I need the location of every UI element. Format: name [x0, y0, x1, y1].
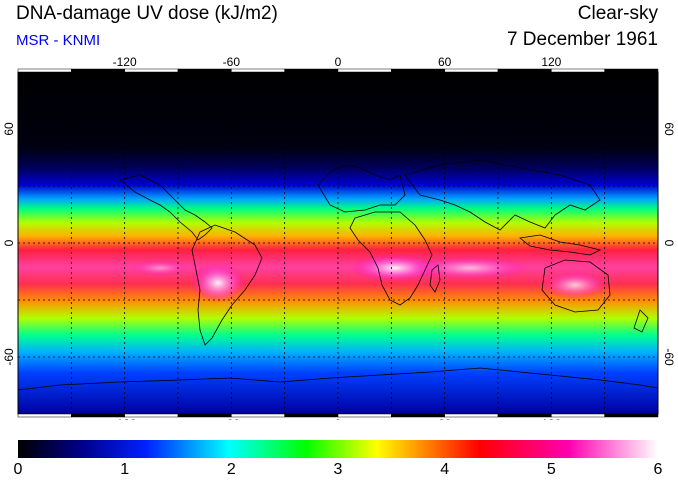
coastline-new-zealand	[633, 309, 649, 333]
colorbar-tick-label: 5	[547, 461, 556, 478]
coastline-asia	[404, 159, 601, 231]
frame-tick-top	[124, 68, 179, 73]
lat-tick-label: 0	[2, 239, 16, 246]
sky-condition-label: Clear-sky	[577, 3, 658, 24]
frame-tick-top	[17, 68, 72, 73]
lat-tick-label: 60	[662, 122, 676, 136]
lon-labels-bottom: -120 -60 0 60 120	[113, 417, 562, 420]
lat-tick-label: 60	[2, 122, 16, 136]
coastline-indonesia	[519, 234, 602, 256]
grid-lines	[18, 72, 658, 414]
frame-ticks	[17, 68, 659, 418]
lat-tick-label: 0	[662, 240, 676, 247]
colorbar: 0 1 2 3 4 5 6	[14, 440, 663, 478]
colorbar-tick-label: 4	[440, 461, 449, 478]
frame-tick-top	[444, 68, 499, 73]
coastlines	[18, 159, 658, 391]
uv-hotspot-pacific	[130, 260, 190, 276]
lon-tick-label: 0	[335, 417, 342, 420]
frame-tick-bottom	[391, 413, 445, 418]
uv-hotspot-australia	[540, 271, 610, 299]
frame-tick-top	[284, 68, 339, 73]
lon-tick-label: 120	[541, 417, 561, 420]
frame-tick-top	[177, 68, 232, 73]
uv-hotspot-africa	[350, 254, 440, 282]
coastline-europe	[317, 164, 406, 213]
colorbar-tick-label: 6	[654, 461, 663, 478]
coastline-north-america	[119, 174, 213, 241]
lat-tick-label: -60	[662, 348, 676, 366]
colorbar-tick-label: 1	[120, 461, 129, 478]
frame-tick-bottom	[604, 413, 659, 418]
frame-tick-top	[604, 68, 659, 73]
colorbar-tick-label: 2	[227, 461, 236, 478]
lon-tick-label: -120	[113, 417, 137, 420]
lon-tick-label: 0	[335, 55, 342, 69]
frame-tick-bottom	[337, 413, 392, 418]
lon-tick-label: 60	[438, 417, 452, 420]
colorbar-tick-label: 3	[334, 461, 343, 478]
chart-title: DNA-damage UV dose (kJ/m2)	[16, 3, 278, 24]
coastline-madagascar	[429, 264, 441, 293]
frame-tick-top	[231, 68, 285, 73]
lon-tick-label: -60	[223, 417, 241, 420]
frame-tick-bottom	[284, 413, 339, 418]
frame-tick-top	[551, 68, 605, 73]
colorbar-tick-label: 0	[14, 461, 23, 478]
coastline-africa	[349, 211, 433, 306]
lon-tick-label: -120	[113, 55, 137, 69]
source-label: MSR - KNMI	[16, 32, 101, 49]
frame-tick-top	[71, 68, 125, 73]
uv-hotspot-south-america	[190, 263, 246, 303]
lon-tick-label: 60	[438, 55, 452, 69]
lat-labels-right: 60 0 -60	[662, 122, 676, 366]
lon-tick-label: -60	[223, 55, 241, 69]
frame-tick-top	[497, 68, 552, 73]
lat-labels-left: 60 0 -60	[2, 122, 16, 366]
frame-tick-bottom	[17, 413, 72, 418]
frame-tick-bottom	[444, 413, 499, 418]
colorbar-ramp	[18, 440, 658, 458]
coastline-south-america	[191, 224, 263, 346]
uv-dose-map: -120 -60 0 60 120 -120 -60 0 60 120 60 0 -60 60 0 -6…	[2, 55, 676, 420]
coastline-antarctica	[18, 367, 658, 391]
frame-tick-top	[337, 68, 392, 73]
coastline-australia	[541, 259, 611, 313]
frame-tick-top	[391, 68, 445, 73]
lon-labels-top: -120 -60 0 60 120	[113, 55, 562, 69]
lat-tick-label: -60	[2, 348, 16, 366]
uv-hotspot-indian-ocean	[410, 256, 530, 280]
date-label: 7 December 1961	[506, 29, 658, 50]
lon-tick-label: 120	[541, 55, 561, 69]
colorbar-labels: 0 1 2 3 4 5 6	[14, 461, 663, 478]
